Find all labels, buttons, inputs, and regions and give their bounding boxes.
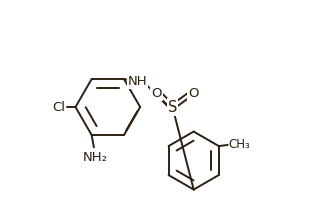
Text: NH: NH	[128, 75, 147, 88]
Text: CH₃: CH₃	[229, 138, 251, 151]
Text: NH₂: NH₂	[82, 151, 107, 164]
Text: O: O	[188, 87, 198, 100]
Text: S: S	[168, 99, 177, 115]
Text: O: O	[151, 87, 161, 100]
Text: Cl: Cl	[52, 101, 65, 114]
